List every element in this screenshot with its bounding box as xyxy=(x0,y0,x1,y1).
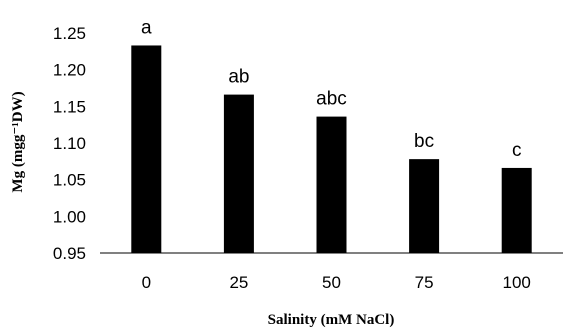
significance-letter: c xyxy=(512,140,522,161)
x-axis-ticks: 0 25 50 75 100 xyxy=(142,273,531,292)
y-axis-ticks: 0.95 1.00 1.05 1.10 1.15 1.20 1.25 xyxy=(53,24,86,263)
x-tick-label: 0 xyxy=(142,273,151,292)
y-tick-label: 1.05 xyxy=(53,171,86,190)
y-tick-label: 1.20 xyxy=(53,61,86,80)
x-tick-label: 75 xyxy=(415,273,434,292)
significance-letter: abc xyxy=(316,89,347,110)
significance-labels: a ab abc bc c xyxy=(141,17,521,160)
significance-letter: a xyxy=(141,17,152,38)
significance-letter: bc xyxy=(414,131,434,152)
y-tick-label: 0.95 xyxy=(53,244,86,263)
x-axis-title: Salinity (mM NaCl) xyxy=(268,312,395,328)
y-axis-title: Mg (mgg⁻¹DW) xyxy=(10,91,26,192)
y-tick-label: 1.10 xyxy=(53,134,86,153)
x-tick-label: 50 xyxy=(322,273,341,292)
bar xyxy=(223,94,254,253)
bar xyxy=(131,45,162,253)
bar xyxy=(501,167,532,253)
bar xyxy=(409,159,440,253)
bar xyxy=(316,116,347,253)
y-tick-label: 1.15 xyxy=(53,97,86,116)
x-tick-label: 100 xyxy=(503,273,531,292)
y-tick-label: 1.25 xyxy=(53,24,86,43)
significance-letter: ab xyxy=(228,67,249,88)
x-tick-label: 25 xyxy=(229,273,248,292)
y-tick-label: 1.00 xyxy=(53,207,86,226)
bars xyxy=(131,45,532,253)
